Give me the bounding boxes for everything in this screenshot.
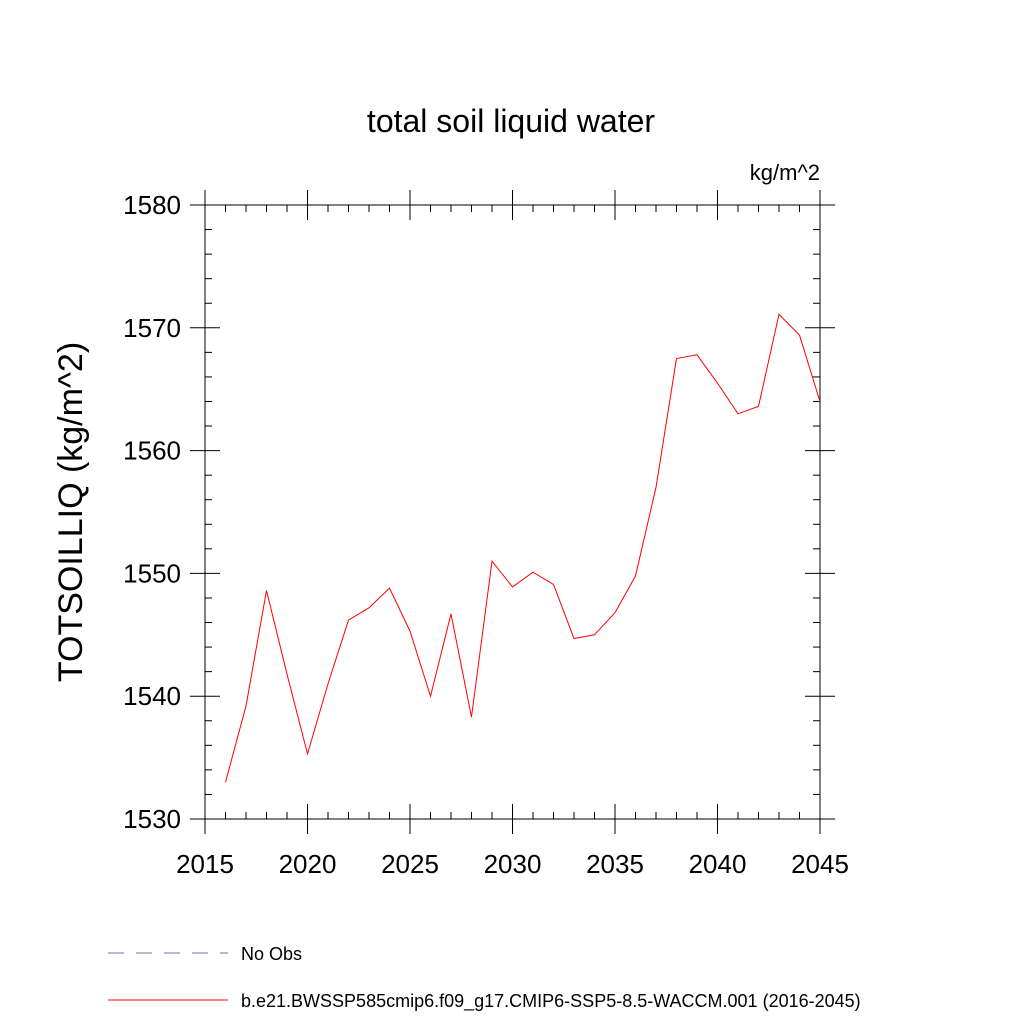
y-tick-label: 1560 bbox=[123, 436, 181, 466]
legend-label-0: No Obs bbox=[241, 944, 302, 964]
x-tick-label: 2020 bbox=[279, 849, 337, 879]
y-tick-labels: 1530 1540 1550 1560 1570 1580 bbox=[123, 190, 181, 834]
y-tick-label: 1580 bbox=[123, 190, 181, 220]
x-tick-label: 2025 bbox=[381, 849, 439, 879]
axis-ticks bbox=[190, 190, 835, 834]
x-tick-label: 2040 bbox=[689, 849, 747, 879]
series-line-1 bbox=[225, 313, 821, 783]
x-tick-label: 2030 bbox=[484, 849, 542, 879]
y-tick-label: 1550 bbox=[123, 558, 181, 588]
y-tick-label: 1530 bbox=[123, 804, 181, 834]
series-lines bbox=[225, 313, 821, 783]
x-tick-label: 2035 bbox=[586, 849, 644, 879]
y-tick-label: 1540 bbox=[123, 681, 181, 711]
x-tick-label: 2015 bbox=[176, 849, 234, 879]
y-tick-label: 1570 bbox=[123, 313, 181, 343]
y-axis-label: TOTSOILLIQ (kg/m^2) bbox=[52, 342, 90, 682]
chart-title: total soil liquid water bbox=[367, 103, 655, 139]
x-tick-labels: 2015 2020 2025 2030 2035 2040 2045 bbox=[176, 849, 849, 879]
x-tick-label: 2045 bbox=[791, 849, 849, 879]
legend-label-1: b.e21.BWSSP585cmip6.f09_g17.CMIP6-SSP5-8… bbox=[241, 991, 861, 1012]
legend: No Obs b.e21.BWSSP585cmip6.f09_g17.CMIP6-… bbox=[108, 944, 861, 1012]
plot-frame bbox=[204, 204, 821, 820]
units-label: kg/m^2 bbox=[750, 160, 820, 185]
